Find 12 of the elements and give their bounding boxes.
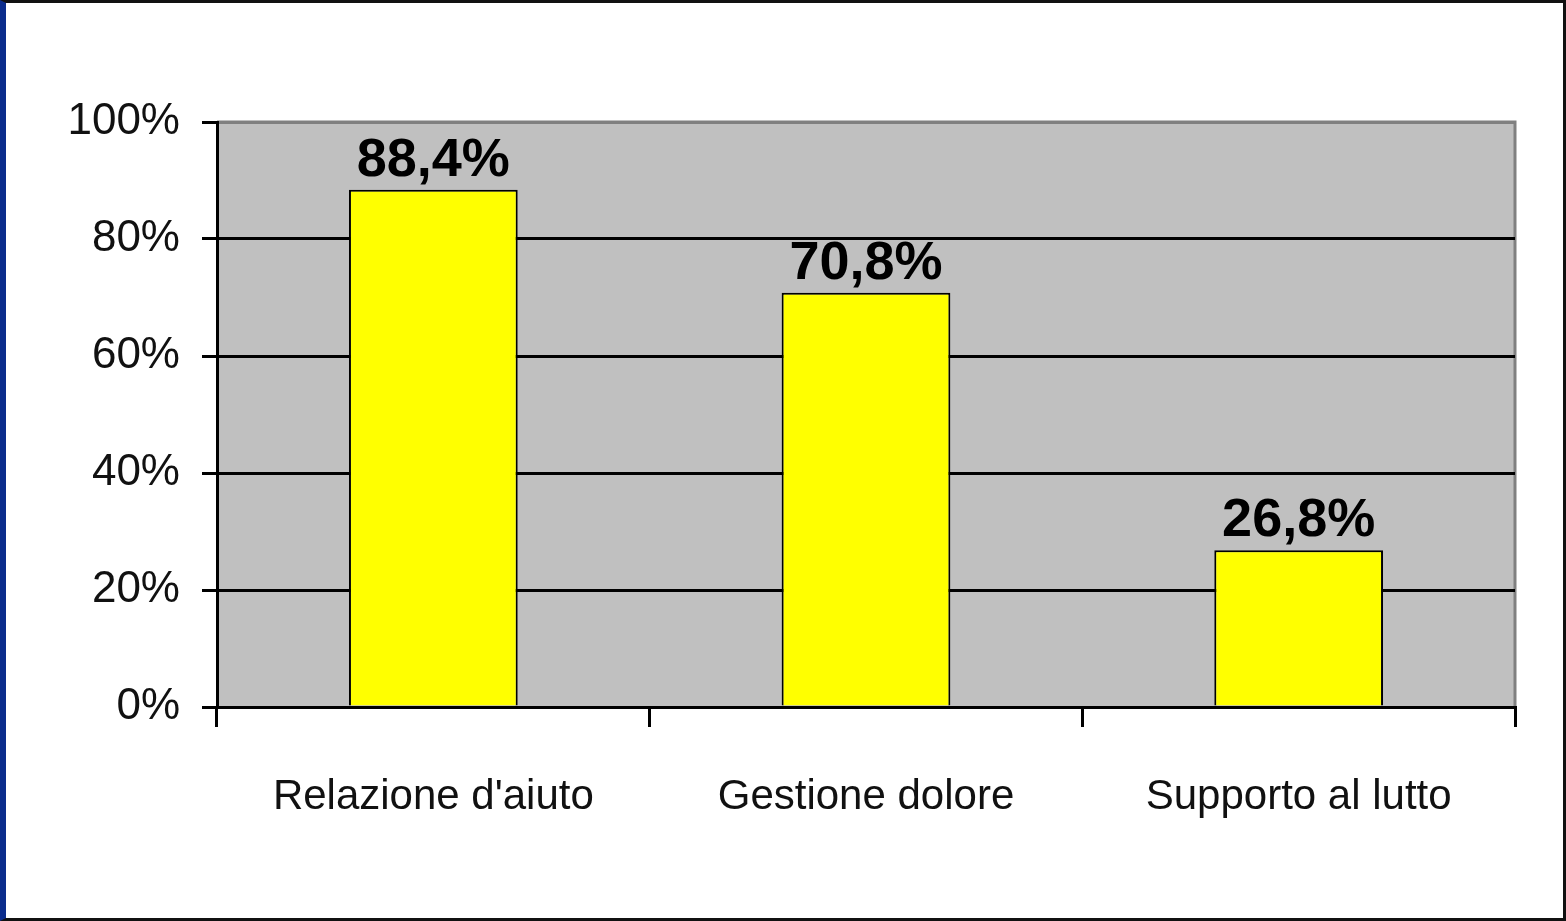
y-tick-label: 20% <box>91 562 180 612</box>
y-tick-label: 0% <box>116 679 180 729</box>
y-tick-label: 80% <box>91 211 180 261</box>
x-tick-label: Relazione d'aiuto <box>272 770 594 818</box>
x-tick-label: Supporto al lutto <box>1145 770 1452 818</box>
y-tick-label: 40% <box>91 445 180 495</box>
data-label: 88,4% <box>356 126 510 187</box>
x-tick-label: Gestione dolore <box>717 770 1015 818</box>
y-tick-label: 100% <box>67 94 180 144</box>
data-label: 26,8% <box>1222 487 1376 548</box>
data-label: 70,8% <box>789 229 943 290</box>
y-tick-label: 60% <box>91 328 180 378</box>
